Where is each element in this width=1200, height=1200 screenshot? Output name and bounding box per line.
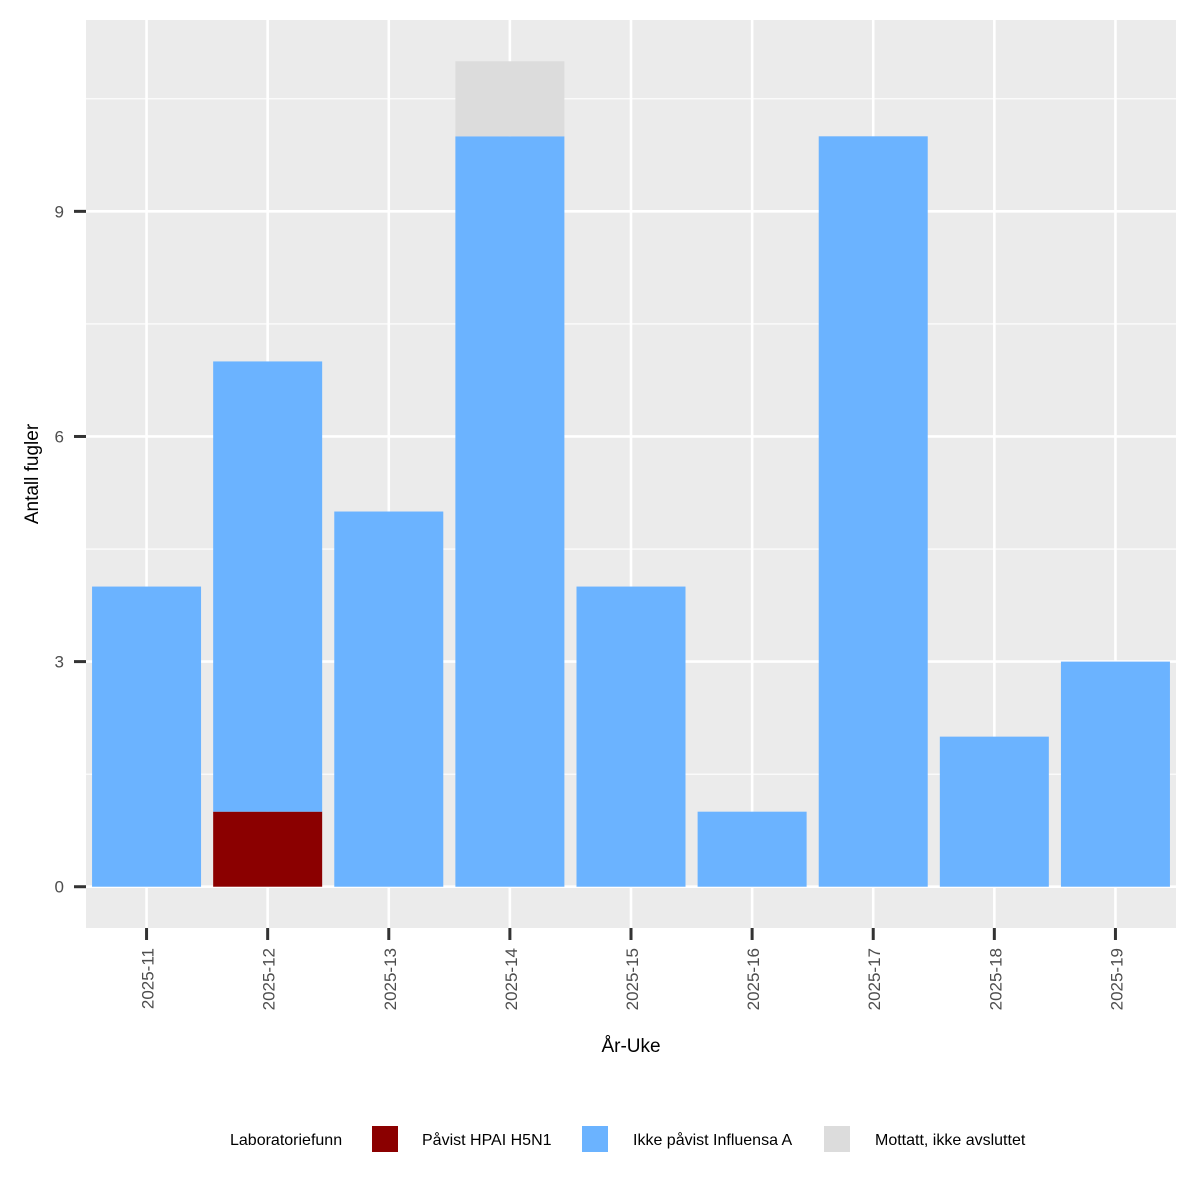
y-tick-label: 9 [55, 202, 64, 221]
legend-key-pending [824, 1126, 850, 1152]
bar-2025-12-series-1 [213, 361, 323, 812]
legend-title: Laboratoriefunn [230, 1132, 342, 1149]
bars-group [92, 61, 1170, 887]
y-tick-label: 3 [55, 653, 64, 672]
x-tick-label: 2025-11 [139, 948, 158, 1009]
x-tick-label: 2025-16 [744, 948, 763, 1010]
x-axis: 2025-11 2025-12 2025-13 2025-14 2025-15 2025-… [139, 928, 1126, 1010]
legend-label-hpai: Påvist HPAI H5N1 [422, 1131, 552, 1149]
bar-2025-18-series-1 [939, 736, 1049, 887]
bar-2025-17-series-1 [818, 136, 928, 887]
x-tick-label: 2025-19 [1107, 948, 1126, 1010]
legend: Laboratoriefunn Påvist HPAI H5N1 Ikke på… [230, 1124, 1026, 1154]
legend-key-negative [582, 1126, 608, 1152]
x-tick-label: 2025-13 [381, 948, 400, 1010]
y-tick-label: 0 [55, 878, 64, 897]
legend-key-hpai [372, 1126, 398, 1152]
bar-2025-15-series-1 [576, 586, 686, 887]
bar-2025-14-series-2 [455, 61, 565, 137]
x-tick-label: 2025-17 [865, 948, 884, 1010]
bar-2025-13-series-1 [334, 511, 444, 887]
bar-2025-12-series-0 [213, 811, 323, 887]
x-axis-title: År-Uke [601, 1036, 660, 1057]
x-tick-label: 2025-14 [502, 948, 521, 1010]
x-tick-label: 2025-15 [623, 948, 642, 1010]
bar-2025-16-series-1 [697, 811, 807, 887]
y-axis-title: Antall fugler [22, 423, 43, 524]
bar-2025-19-series-1 [1060, 661, 1170, 887]
legend-label-negative: Ikke påvist Influensa A [633, 1131, 793, 1149]
x-tick-label: 2025-18 [986, 948, 1005, 1010]
x-tick-label: 2025-12 [260, 948, 279, 1010]
y-axis: 0 3 6 9 [55, 202, 86, 897]
y-tick-label: 6 [55, 427, 64, 446]
bar-2025-14-series-1 [455, 136, 565, 887]
legend-label-pending: Mottatt, ikke avsluttet [875, 1132, 1026, 1149]
bar-2025-11-series-1 [92, 586, 202, 887]
